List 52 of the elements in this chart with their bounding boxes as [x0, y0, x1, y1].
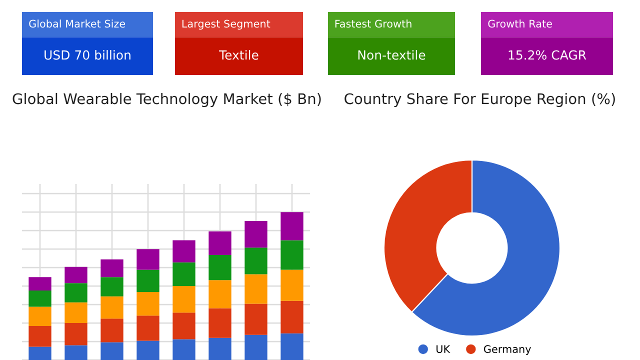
bar [280, 333, 304, 360]
bar [172, 262, 196, 286]
bar [64, 345, 88, 360]
bar [280, 300, 304, 334]
text: Non-textile [358, 50, 426, 60]
bar [136, 340, 160, 360]
bar [64, 266, 88, 284]
bar [244, 334, 268, 360]
bar [280, 270, 304, 301]
text: 15.2% CAGR [508, 50, 586, 60]
bar [172, 286, 196, 313]
bar [172, 312, 196, 340]
bar [172, 339, 196, 360]
bar [208, 254, 232, 280]
bar [244, 220, 268, 248]
legend-label: UK [436, 345, 450, 354]
bar [28, 326, 52, 347]
bar [136, 249, 160, 270]
bar [100, 277, 124, 296]
bar [100, 259, 124, 278]
bar [28, 290, 52, 307]
chart-title: Country Share For Europe Region (%) [344, 92, 615, 108]
bar [280, 212, 304, 240]
bar [172, 240, 196, 262]
bar [280, 240, 304, 270]
bar [64, 302, 88, 324]
bar [28, 277, 52, 290]
text: USD 70 billion [44, 50, 130, 60]
bar [208, 231, 232, 255]
bar [100, 296, 124, 319]
text: Fastest Growth [335, 20, 412, 28]
bar [28, 306, 52, 326]
bar [244, 304, 268, 335]
legend-label: Germany [484, 345, 531, 356]
bar [100, 342, 124, 360]
bar [136, 292, 160, 316]
bar [208, 308, 232, 338]
bar [136, 270, 160, 292]
text: Textile [219, 50, 258, 60]
bar [64, 283, 88, 302]
chart-title: Global Wearable Technology Market ($ Bn) [12, 92, 321, 108]
bar [100, 318, 124, 342]
text: Growth Rate [488, 20, 552, 28]
bar [244, 248, 268, 274]
bar [208, 280, 232, 308]
bar [64, 323, 88, 346]
bar [208, 338, 232, 360]
text: Global Market Size [29, 20, 126, 28]
text: Largest Segment [182, 20, 270, 30]
bar [244, 274, 268, 304]
bar [28, 346, 52, 360]
bar [136, 316, 160, 341]
